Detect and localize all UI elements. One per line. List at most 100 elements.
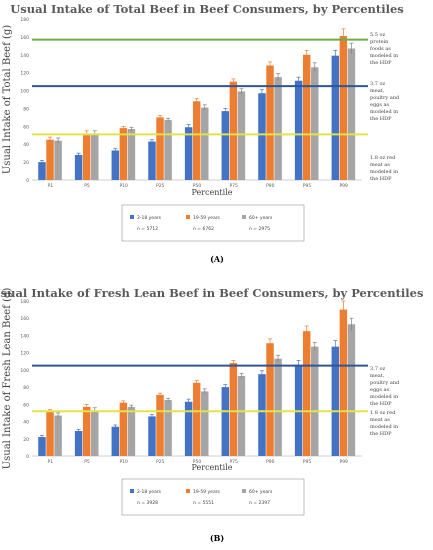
bar-P50-series-2	[192, 101, 201, 180]
reference-line-label-line: meat as	[370, 162, 390, 168]
legend-n-2: n = 6762	[193, 226, 214, 232]
legend-box	[121, 478, 305, 516]
legend-label-2: 19-59 years	[193, 215, 221, 221]
reference-line-label-line: protein	[370, 39, 389, 45]
x-tick-label: P95	[303, 183, 312, 189]
x-tick-label: P50	[193, 459, 202, 465]
reference-line-label-line: the HDP	[370, 401, 392, 407]
x-axis-label: Percentile	[191, 463, 232, 472]
bar-P5-series-2	[82, 406, 91, 456]
x-tick-label: P95	[303, 459, 312, 465]
bar-P5-series-3	[91, 133, 99, 180]
bar-P25-series-1	[148, 141, 156, 180]
reference-line-label-line: poultry and	[370, 380, 400, 386]
bar-P1-series-2	[46, 412, 54, 456]
y-tick-label: 120	[20, 71, 29, 77]
x-tick-label: P1	[48, 183, 54, 189]
bar-P1-series-3	[54, 415, 62, 456]
x-tick-label: P90	[266, 459, 275, 465]
bar-P10-series-1	[111, 426, 120, 456]
y-tick-label: 100	[20, 368, 29, 374]
x-tick-label: P1	[48, 459, 54, 465]
bar-P99-series-2	[339, 309, 348, 456]
chart-title: Usual Intake of Fresh Lean Beef in Beef …	[0, 286, 423, 300]
bar-P99-series-3	[347, 324, 356, 456]
reference-line-label-line: modeled in	[370, 394, 399, 400]
bar-P95-series-2	[302, 331, 311, 456]
legend-swatch-3	[242, 489, 246, 493]
bar-P5-series-3	[91, 410, 99, 456]
reference-line-label-line: 1.8 oz red	[370, 155, 396, 161]
y-tick-label: 60	[23, 124, 29, 130]
bar-P90-series-1	[258, 374, 266, 456]
bar-P5-series-2	[82, 133, 91, 180]
bar-P50-series-1	[184, 127, 193, 180]
y-tick-label: 40	[23, 142, 29, 148]
bar-P25-series-3	[164, 120, 172, 180]
reference-line-label-line: modeled in	[370, 53, 399, 59]
bar-P50-series-3	[201, 391, 209, 456]
y-tick-label: 80	[23, 385, 29, 391]
x-tick-label: P75	[229, 459, 238, 465]
legend-n-3: n = 2397	[249, 500, 270, 506]
legend-label-2: 19-59 years	[193, 489, 221, 495]
y-tick-label: 160	[20, 316, 29, 322]
panel-label: (A)	[210, 254, 224, 264]
bar-P99-series-1	[331, 55, 340, 180]
bar-P1-series-3	[54, 140, 62, 180]
x-tick-label: P99	[339, 183, 348, 189]
x-tick-label: P10	[119, 459, 128, 465]
y-tick-label: 40	[23, 420, 29, 426]
reference-line-label-line: the HDP	[370, 116, 392, 122]
bar-P50-series-3	[201, 107, 209, 180]
reference-line-label-line: meat,	[370, 373, 385, 379]
bar-P90-series-2	[266, 65, 274, 180]
reference-line-label-line: 3.7 oz	[370, 81, 386, 87]
y-tick-label: 60	[23, 402, 29, 408]
y-tick-label: 100	[20, 89, 29, 95]
bar-P25-series-2	[156, 117, 164, 180]
y-tick-label: 0	[26, 178, 29, 184]
x-tick-label: P5	[84, 183, 90, 189]
y-tick-label: 160	[20, 35, 29, 41]
chart-title: Usual Intake of Total Beef in Beef Consu…	[10, 2, 404, 16]
reference-line-label-line: 1.8 oz red	[370, 410, 396, 416]
bar-P5-series-1	[74, 431, 83, 456]
reference-line-label: 3.7 oz meat, poultry and eggs as modeled in t…	[370, 366, 400, 407]
bar-P90-series-2	[266, 343, 274, 456]
reference-line-label: 1.8 oz red meat as modeled in the HDP	[370, 410, 399, 437]
bar-P75-series-3	[237, 91, 246, 180]
y-tick-label: 140	[20, 333, 29, 339]
bar-P75-series-1	[221, 111, 230, 180]
reference-line-label-line: modeled in	[370, 424, 399, 430]
bar-P99-series-1	[331, 346, 340, 456]
reference-line-label-line: 3.7 oz	[370, 366, 386, 372]
reference-line-label-line: poultry and	[370, 95, 400, 101]
bar-P75-series-1	[221, 387, 230, 456]
bar-P10-series-2	[119, 128, 128, 180]
bar-P5-series-1	[74, 154, 83, 180]
bar-P1-series-1	[38, 437, 46, 456]
reference-line-label: 3.7 oz meat, poultry and eggs as modeled in t…	[370, 81, 400, 122]
reference-line-label-line: modeled in	[370, 169, 399, 175]
legend-swatch-1	[130, 215, 134, 219]
bar-P10-series-1	[111, 150, 120, 180]
chart-panel-2: Usual Intake of Fresh Lean Beef in Beef …	[0, 286, 423, 543]
bar-P95-series-3	[311, 346, 319, 456]
x-tick-label: P5	[84, 459, 90, 465]
x-tick-label: P90	[266, 183, 275, 189]
x-tick-label: P10	[119, 183, 128, 189]
bar-P25-series-2	[156, 394, 164, 456]
y-tick-label: 0	[26, 454, 29, 460]
y-tick-label: 120	[20, 351, 29, 357]
chart-panel-1: Usual Intake of Total Beef in Beef Consu…	[2, 2, 404, 264]
y-tick-label: 20	[23, 437, 29, 443]
bar-P10-series-3	[127, 129, 136, 180]
reference-line-label-line: modeled in	[370, 109, 399, 115]
legend-label-1: 2-18 years	[137, 489, 162, 495]
bar-P50-series-2	[192, 382, 201, 456]
legend-n-1: n = 5712	[137, 226, 158, 232]
bar-P90-series-3	[274, 358, 282, 456]
reference-line-label-line: the HDP	[370, 431, 392, 437]
